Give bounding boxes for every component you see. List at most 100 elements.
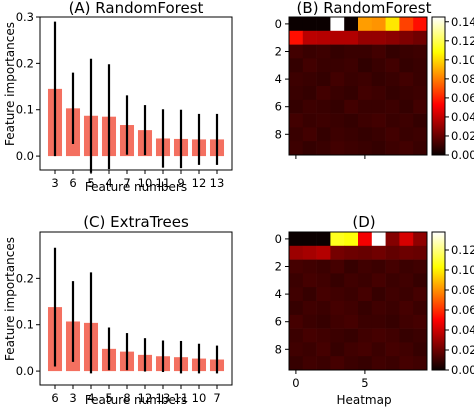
heat-cell [358, 273, 373, 288]
heat-cell [302, 99, 317, 114]
heat-cell [413, 127, 428, 142]
heat-cell [385, 232, 400, 247]
x-tick-label: 6 [51, 391, 58, 405]
heat-cell [316, 17, 331, 32]
heat-cell [358, 287, 373, 302]
heat-cell [344, 342, 359, 357]
heat-cell [358, 44, 373, 59]
heat-cell [302, 287, 317, 302]
x-tick-label: 5 [87, 176, 94, 190]
heat-cell [413, 356, 428, 371]
heat-cell [371, 342, 386, 357]
heat-cell [289, 44, 304, 59]
heat-cell [385, 287, 400, 302]
heat-cell [316, 113, 331, 128]
heat-cell [344, 356, 359, 371]
heat-cell [316, 273, 331, 288]
y-tick-label: 0.2 [16, 56, 34, 70]
heat-cell [302, 259, 317, 274]
heat-cell [344, 259, 359, 274]
heat-cell [358, 113, 373, 128]
heat-cell [358, 72, 373, 87]
heat-cell [316, 314, 331, 329]
y-tick-label: 4 [275, 287, 282, 301]
heat-cell [358, 86, 373, 101]
heat-cell [289, 342, 304, 357]
panel-a-ylabel: Feature importances [3, 22, 17, 146]
panel-c-xlabel: Feature numbers [85, 393, 187, 407]
heat-cell [371, 232, 386, 247]
x-tick-label: 0 [292, 376, 299, 390]
heat-cell [316, 287, 331, 302]
heat-cell [399, 44, 414, 59]
heat-cell [289, 72, 304, 87]
heat-cell [385, 314, 400, 329]
heat-cell [399, 287, 414, 302]
heat-cell [330, 245, 345, 260]
heat-cell [371, 259, 386, 274]
heat-cell [316, 58, 331, 73]
panel-a-bars: 3 6 5 4 7 10 11 9 12 13 0.0 0.1 0.2 0.3 [16, 10, 225, 190]
panel-d-frame [288, 231, 428, 371]
heat-cell [413, 273, 428, 288]
heat-cell [316, 72, 331, 87]
heat-cell [385, 301, 400, 316]
heat-cell [289, 30, 304, 45]
colorbar-tick-label: 0.02 [451, 343, 474, 357]
heat-cell [413, 113, 428, 128]
heat-cell [399, 99, 414, 114]
y-tick-label: 0 [275, 17, 282, 31]
heat-cell [302, 113, 317, 128]
heat-cell [358, 259, 373, 274]
heat-cell [330, 287, 345, 302]
heat-cell [371, 141, 386, 156]
x-tick-label: 7 [213, 391, 220, 405]
heat-cell [385, 99, 400, 114]
colorbar-tick-label: 0.08 [451, 283, 474, 297]
x-tick-label: 12 [138, 391, 153, 405]
colorbar-tick-label: 0.00 [451, 148, 474, 162]
heat-cell [330, 141, 345, 156]
heat-cell [289, 232, 304, 247]
heat-cell [344, 314, 359, 329]
heat-cell [371, 245, 386, 260]
heat-cell [413, 72, 428, 87]
heat-cell [413, 301, 428, 316]
heat-cell [344, 232, 359, 247]
heat-cell [316, 356, 331, 371]
heat-cell [316, 44, 331, 59]
heat-cell [371, 30, 386, 45]
heat-cell [344, 127, 359, 142]
colorbar-tick-label: 0.06 [451, 303, 474, 317]
heat-cell [399, 328, 414, 343]
heat-cell [316, 301, 331, 316]
colorbar-tick-label: 0.14 [451, 15, 474, 29]
heat-cell [399, 113, 414, 128]
heat-cell [289, 245, 304, 260]
heat-cell [358, 245, 373, 260]
panel-d-colorbar [431, 231, 446, 371]
y-tick-label: 6 [275, 315, 282, 329]
panel-d-xlabel: Heatmap [336, 393, 391, 407]
colorbar-tick-label: 0.12 [451, 243, 474, 257]
panel-c-title: (C) ExtraTrees [83, 213, 189, 231]
heat-cell [413, 232, 428, 247]
y-tick-label: 0.0 [16, 149, 34, 163]
heat-cell [385, 72, 400, 87]
panel-a: (A) RandomForest Feature importances Fea… [3, 0, 233, 194]
heat-cell [316, 127, 331, 142]
x-tick-label: 7 [123, 176, 130, 190]
heat-cell [330, 328, 345, 343]
x-tick-label: 10 [192, 391, 207, 405]
heat-cell [371, 356, 386, 371]
heat-cell [302, 141, 317, 156]
heat-cell [413, 342, 428, 357]
heat-cell [371, 113, 386, 128]
heat-cell [344, 17, 359, 32]
x-tick-label: 11 [156, 176, 171, 190]
y-tick-label: 8 [275, 127, 282, 141]
y-tick-label: 0.1 [16, 318, 34, 332]
panel-c: (C) ExtraTrees Feature importances Featu… [3, 213, 233, 407]
heat-cell [371, 273, 386, 288]
